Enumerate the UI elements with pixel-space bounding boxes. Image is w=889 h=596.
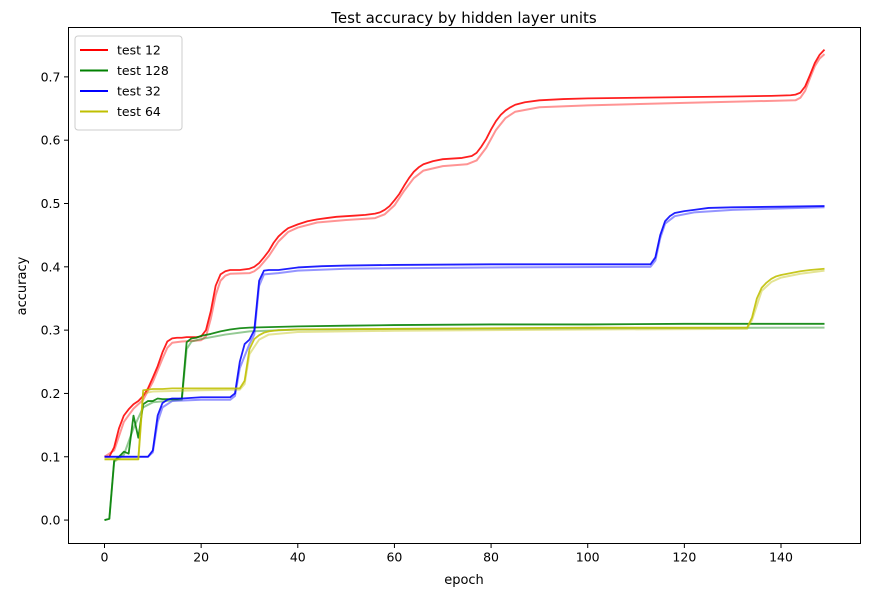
y-axis: 0.0 0.1 0.2 0.3 0.4 0.5 0.6 0.7	[41, 69, 69, 528]
x-axis: 0 20 40 60 80 100 120 140	[101, 543, 793, 565]
series-line-test-12	[104, 49, 826, 458]
y-tick-label: 0.3	[41, 323, 61, 338]
chart-title: Test accuracy by hidden layer units	[330, 9, 597, 27]
y-tick-label: 0.4	[41, 259, 61, 274]
x-tick-label: 140	[769, 550, 793, 565]
legend: test 12 test 128 test 32 test 64	[74, 35, 183, 131]
y-tick-label: 0.1	[41, 449, 61, 464]
legend-label: test 64	[117, 104, 161, 119]
legend-label: test 32	[117, 84, 161, 99]
x-tick-label: 60	[386, 550, 402, 565]
x-tick-label: 20	[193, 550, 209, 565]
x-tick-label: 40	[290, 550, 306, 565]
series-line-smoothed-test-64	[104, 269, 825, 461]
x-tick-label: 120	[672, 550, 696, 565]
y-tick-label: 0.6	[41, 133, 61, 148]
legend-box	[74, 35, 183, 131]
series-line-test-32	[104, 205, 825, 458]
x-tick-label: 80	[483, 550, 499, 565]
plot-frame	[68, 27, 861, 544]
y-tick-label: 0.5	[41, 196, 61, 211]
legend-label: test 128	[117, 63, 169, 78]
legend-label: test 12	[117, 43, 161, 58]
y-axis-label: accuracy	[15, 256, 30, 315]
series-line-test-128	[104, 322, 825, 521]
x-tick-label: 0	[101, 550, 109, 565]
y-tick-label: 0.7	[41, 69, 61, 84]
series-line-test-64	[104, 267, 825, 461]
y-tick-label: 0.0	[41, 513, 61, 528]
series-line-smoothed-test-12	[103, 53, 826, 458]
y-tick-label: 0.2	[41, 386, 61, 401]
x-tick-label: 100	[576, 550, 600, 565]
plot-area	[103, 49, 826, 522]
x-axis-label: epoch	[444, 573, 484, 588]
